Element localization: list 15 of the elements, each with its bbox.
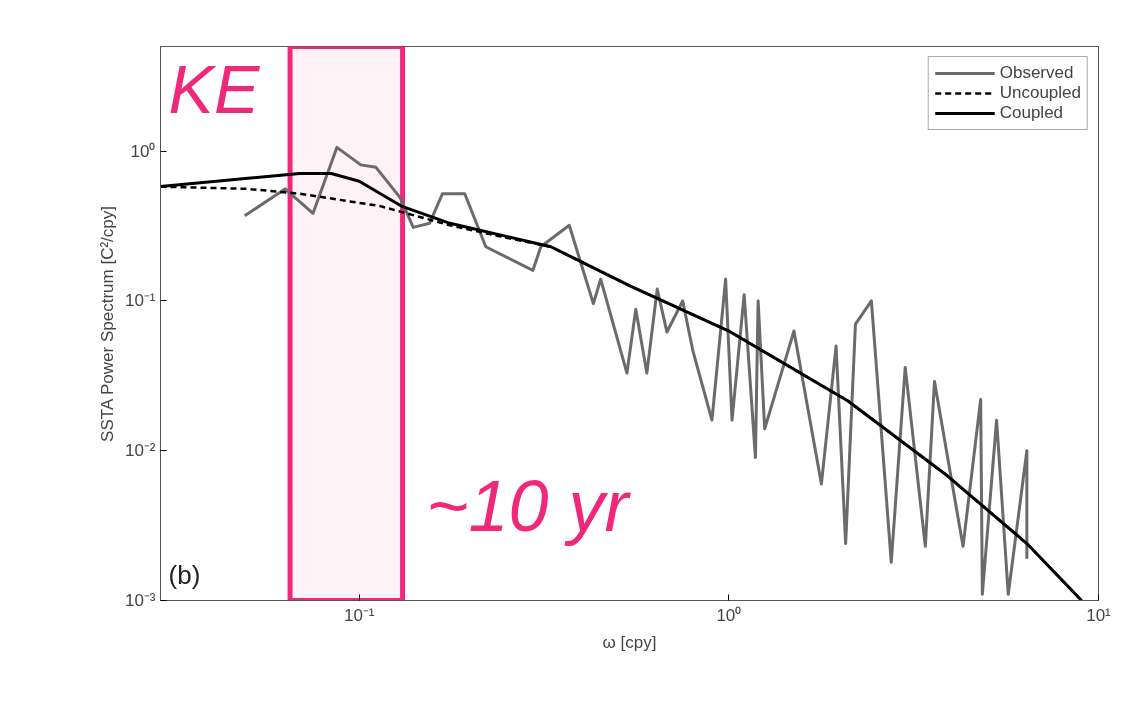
annotation: ~10 yr bbox=[426, 466, 632, 547]
annotation: (b) bbox=[168, 559, 201, 590]
legend-label: Observed bbox=[999, 63, 1074, 83]
y-tick-label: 10⁰ bbox=[130, 141, 156, 161]
y-tick-label: 10⁻² bbox=[124, 441, 156, 461]
y-axis-title: SSTA Power Spectrum [C²/cpy] bbox=[97, 206, 117, 442]
x-tick-label: 10⁰ bbox=[716, 605, 742, 625]
x-tick-label: 10¹ bbox=[1086, 605, 1112, 625]
legend-label: Uncoupled bbox=[999, 83, 1081, 103]
x-tick-label: 10⁻¹ bbox=[343, 605, 375, 625]
y-tick-label: 10⁻³ bbox=[124, 591, 156, 610]
y-tick-label: 10⁻¹ bbox=[124, 291, 156, 311]
legend-label: Coupled bbox=[999, 103, 1064, 123]
annotation: KE bbox=[168, 51, 260, 128]
x-axis-title: ω [cpy] bbox=[602, 632, 657, 652]
